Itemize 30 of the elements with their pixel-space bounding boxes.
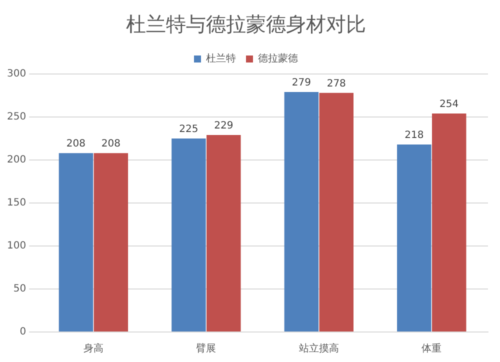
data-label: 208 — [66, 138, 86, 150]
y-tick-label: 0 — [20, 326, 26, 338]
bar — [319, 92, 354, 332]
data-label: 225 — [179, 124, 198, 136]
legend-label: 杜兰特 — [206, 52, 236, 65]
bar — [172, 138, 206, 332]
data-label: 218 — [404, 130, 424, 142]
y-tick-label: 200 — [6, 154, 26, 166]
data-label: 279 — [292, 78, 311, 89]
data-label: 278 — [326, 78, 346, 90]
bar — [58, 153, 94, 332]
x-tick-label: 身高 — [83, 342, 104, 355]
y-tick-label: 300 — [6, 68, 26, 80]
bar — [94, 153, 128, 332]
x-tick-label: 体重 — [422, 342, 442, 355]
x-tick-label: 站立摸高 — [298, 342, 339, 355]
y-tick-label: 150 — [6, 198, 26, 209]
bar — [432, 114, 466, 332]
x-tick-label: 臂展 — [196, 342, 216, 355]
data-label: 254 — [440, 99, 459, 110]
bar — [206, 135, 241, 332]
y-tick-label: 50 — [13, 284, 26, 295]
data-label: 229 — [214, 120, 234, 132]
data-label: 208 — [101, 138, 120, 150]
y-tick-label: 250 — [6, 112, 26, 123]
bar — [284, 92, 319, 332]
legend-label: 德拉蒙德 — [258, 52, 298, 65]
chart-title: 杜兰特与德拉蒙德身材对比 — [126, 12, 366, 36]
y-tick-label: 100 — [6, 240, 26, 252]
bar — [397, 144, 432, 332]
